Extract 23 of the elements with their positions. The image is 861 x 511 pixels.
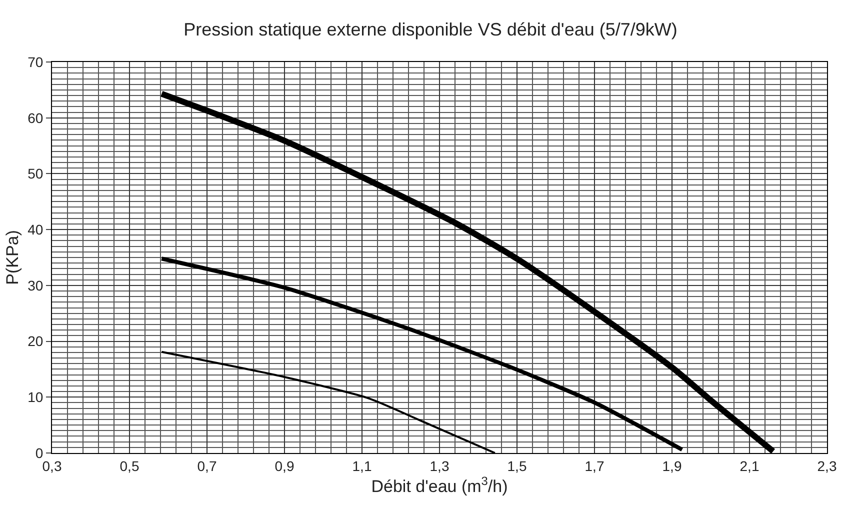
y-tick-label: 30	[28, 277, 44, 294]
x-tick-label: 0,3	[42, 458, 62, 474]
x-tick-label: 0,9	[274, 458, 294, 474]
x-tick-label: 0,5	[120, 458, 140, 474]
x-tick-label: 1,9	[662, 458, 682, 474]
x-axis-title: Débit d'eau (m$^{3}$/h)	[371, 474, 508, 496]
x-tick-label: 2,1	[740, 458, 760, 474]
line-series	[160, 256, 684, 452]
y-axis-title: P(KPa)	[3, 230, 22, 285]
chart-title: Pression statique externe disponible VS débit d'eau (5/7/9kW)	[184, 20, 678, 40]
y-tick-label: 0	[35, 444, 44, 461]
x-tick-label: 1,1	[352, 458, 372, 474]
x-tick-label: 1,3	[430, 458, 450, 474]
y-tick-label: 40	[28, 221, 44, 238]
x-tick-label: 1,7	[584, 458, 604, 474]
y-tick-label: 20	[28, 333, 44, 350]
y-tick-label: 60	[28, 110, 44, 126]
y-tick-label: 10	[28, 389, 44, 406]
x-tick-label: 0,7	[197, 458, 217, 474]
y-tick-label: 50	[28, 166, 44, 182]
x-tick-label: 2,3	[817, 458, 837, 474]
y-tick-label: 70	[28, 54, 44, 70]
x-tick-label: 1,5	[507, 458, 527, 474]
